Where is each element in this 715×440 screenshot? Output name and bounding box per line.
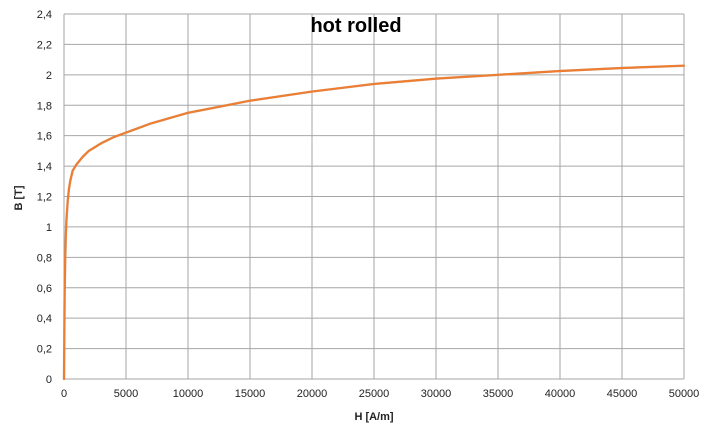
y-tick-label: 0 xyxy=(46,374,52,386)
y-tick-label: 2 xyxy=(46,70,52,82)
y-tick-label: 1,8 xyxy=(37,100,52,112)
x-tick-label: 35000 xyxy=(483,388,514,400)
x-tick-label: 30000 xyxy=(421,388,452,400)
x-tick-label: 40000 xyxy=(545,388,576,400)
tick-labels: 0 5000 10000 15000 20000 25000 30000 35000 40000… xyxy=(37,9,700,400)
y-tick-label: 0,4 xyxy=(37,313,52,325)
y-axis-title: B [T] xyxy=(13,185,25,210)
y-tick-label: 1,2 xyxy=(37,192,52,204)
y-tick-label: 1 xyxy=(46,222,52,234)
chart-title: hot rolled xyxy=(310,15,401,37)
series-layer xyxy=(62,64,686,381)
x-tick-label: 20000 xyxy=(297,388,328,400)
y-tick-label: 1,6 xyxy=(37,131,52,143)
x-tick-label: 45000 xyxy=(607,388,638,400)
x-tick-label: 0 xyxy=(61,388,67,400)
y-tick-label: 0,2 xyxy=(37,344,52,356)
y-tick-label: 0,8 xyxy=(37,252,52,264)
y-tick-label: 1,4 xyxy=(37,161,52,173)
gridlines xyxy=(63,13,685,380)
x-axis-title: H [A/m] xyxy=(354,411,393,423)
series-0-line xyxy=(62,64,686,381)
x-tick-label: 10000 xyxy=(173,388,204,400)
x-tick-label: 50000 xyxy=(669,388,700,400)
y-tick-label: 0,6 xyxy=(37,283,52,295)
y-tick-label: 2,4 xyxy=(37,9,52,21)
y-tick-label: 2,2 xyxy=(37,39,52,51)
x-tick-label: 15000 xyxy=(235,388,266,400)
x-tick-label: 25000 xyxy=(359,388,390,400)
x-tick-label: 5000 xyxy=(114,388,138,400)
